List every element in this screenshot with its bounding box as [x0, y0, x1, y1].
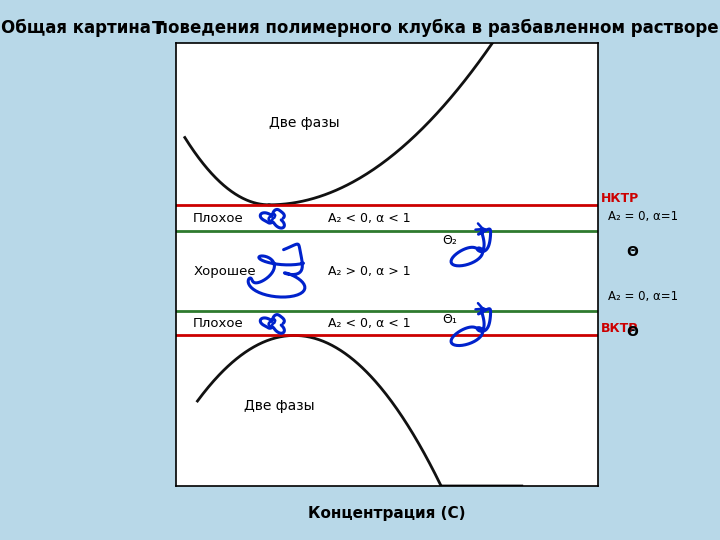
Text: Θ: Θ [626, 325, 638, 339]
Text: Общая картина поведения полимерного клубка в разбавленном растворе: Общая картина поведения полимерного клуб… [1, 19, 719, 37]
Text: A₂ = 0, α=1: A₂ = 0, α=1 [608, 210, 678, 224]
Text: Плохое: Плохое [193, 317, 244, 330]
Text: T: T [152, 20, 165, 38]
Text: Две фазы: Две фазы [244, 399, 315, 413]
Text: Две фазы: Две фазы [269, 116, 340, 130]
Text: НКТР: НКТР [601, 192, 639, 205]
Text: Хорошее: Хорошее [193, 265, 256, 278]
Text: Θ₂: Θ₂ [442, 234, 456, 247]
Text: Плохое: Плохое [193, 212, 244, 225]
Text: Θ: Θ [626, 245, 638, 259]
Text: A₂ < 0, α < 1: A₂ < 0, α < 1 [328, 317, 410, 330]
Text: A₂ = 0, α=1: A₂ = 0, α=1 [608, 290, 678, 303]
Text: ВКТР: ВКТР [601, 322, 639, 335]
Text: Концентрация (С): Концентрация (С) [308, 506, 466, 521]
Text: Θ₁: Θ₁ [442, 313, 456, 326]
Text: A₂ > 0, α > 1: A₂ > 0, α > 1 [328, 265, 410, 278]
Text: A₂ < 0, α < 1: A₂ < 0, α < 1 [328, 212, 410, 225]
